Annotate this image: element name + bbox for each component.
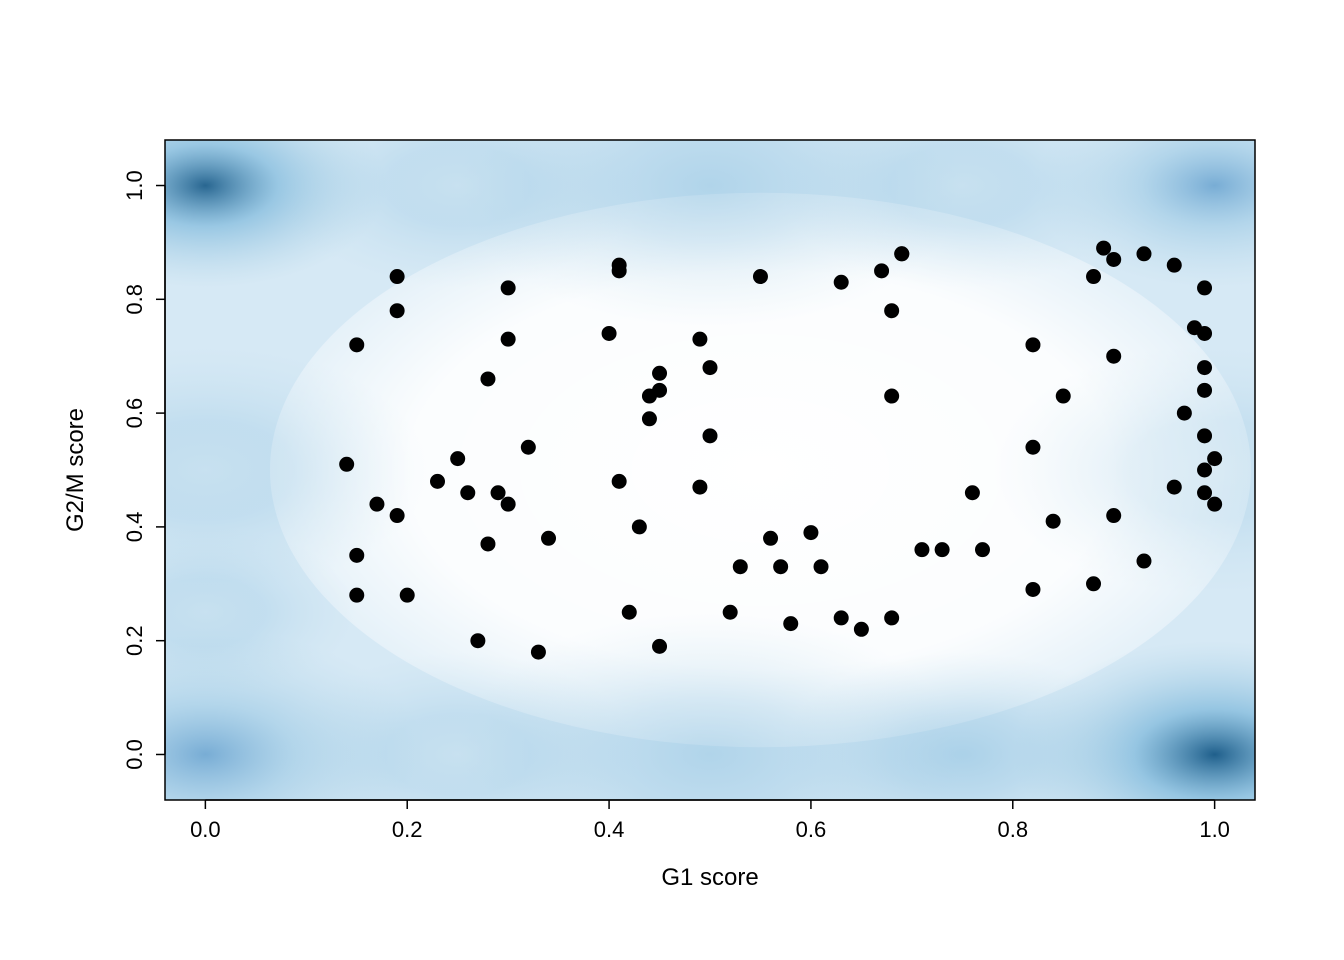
scatter-point (430, 474, 445, 489)
scatter-point (834, 610, 849, 625)
scatter-point (1086, 269, 1101, 284)
scatter-point (914, 542, 929, 557)
x-tick-label: 0.4 (594, 817, 625, 842)
scatter-point (369, 497, 384, 512)
scatter-point (703, 360, 718, 375)
x-tick-label: 0.6 (796, 817, 827, 842)
scatter-point (1207, 451, 1222, 466)
scatter-point (1197, 280, 1212, 295)
scatter-point (470, 633, 485, 648)
scatter-point (1025, 582, 1040, 597)
y-tick-label: 0.8 (122, 284, 147, 315)
scatter-point (1025, 440, 1040, 455)
scatter-point (1177, 406, 1192, 421)
scatter-point (1197, 383, 1212, 398)
scatter-point (814, 559, 829, 574)
scatter-point (1096, 241, 1111, 256)
scatter-point (501, 280, 516, 295)
scatter-point (733, 559, 748, 574)
scatter-point (349, 337, 364, 352)
scatter-point (390, 269, 405, 284)
scatter-point (1106, 508, 1121, 523)
scatter-point (884, 610, 899, 625)
y-tick-label: 0.0 (122, 739, 147, 770)
scatter-point (390, 508, 405, 523)
y-tick-label: 0.6 (122, 398, 147, 429)
scatter-point (854, 622, 869, 637)
scatter-point (935, 542, 950, 557)
scatter-point (1197, 463, 1212, 478)
scatter-point (1056, 389, 1071, 404)
scatter-point (642, 411, 657, 426)
scatter-point (400, 588, 415, 603)
y-tick-label: 1.0 (122, 170, 147, 201)
scatter-point (1136, 554, 1151, 569)
scatter-point (1197, 326, 1212, 341)
scatter-point (773, 559, 788, 574)
scatter-point (1046, 514, 1061, 529)
scatter-point (1167, 258, 1182, 273)
scatter-point (652, 366, 667, 381)
scatter-point (349, 548, 364, 563)
scatter-point (480, 536, 495, 551)
scatter-point (753, 269, 768, 284)
scatter-point (349, 588, 364, 603)
scatter-point (521, 440, 536, 455)
scatter-point (602, 326, 617, 341)
scatter-point (965, 485, 980, 500)
scatter-point (480, 371, 495, 386)
scatter-point (531, 645, 546, 660)
scatter-point (723, 605, 738, 620)
x-axis-label: G1 score (661, 864, 758, 891)
x-tick-label: 1.0 (1199, 817, 1230, 842)
scatter-point (450, 451, 465, 466)
scatter-point (894, 246, 909, 261)
y-tick-label: 0.4 (122, 512, 147, 543)
scatter-point (692, 480, 707, 495)
scatter-point (1197, 360, 1212, 375)
scatter-point (652, 639, 667, 654)
scatter-point (612, 474, 627, 489)
scatter-point (501, 332, 516, 347)
scatter-point (884, 303, 899, 318)
scatter-point (1207, 497, 1222, 512)
scatter-point (1197, 485, 1212, 500)
scatter-point (460, 485, 475, 500)
scatter-point (541, 531, 556, 546)
scatter-point (692, 332, 707, 347)
scatter-point (491, 485, 506, 500)
scatter-point (390, 303, 405, 318)
scatter-point (612, 258, 627, 273)
y-axis-label: G2/M score (62, 408, 89, 532)
scatter-point (975, 542, 990, 557)
scatter-point (1106, 349, 1121, 364)
scatter-point (622, 605, 637, 620)
x-tick-label: 0.0 (190, 817, 221, 842)
scatter-point (652, 383, 667, 398)
scatter-point (1025, 337, 1040, 352)
x-tick-label: 0.2 (392, 817, 423, 842)
scatter-point (884, 389, 899, 404)
scatter-point (1167, 480, 1182, 495)
scatter-point (1086, 576, 1101, 591)
scatter-point (783, 616, 798, 631)
scatter-point (632, 519, 647, 534)
scatter-density-plot: 0.0 0.2 0.4 0.6 0.8 1.0 0.0 0.2 0.4 0.6 0.8 1.0 G1 … (0, 0, 1344, 960)
y-tick-label: 0.2 (122, 625, 147, 656)
scatter-point (834, 275, 849, 290)
scatter-point (501, 497, 516, 512)
scatter-point (1106, 252, 1121, 267)
scatter-point (339, 457, 354, 472)
scatter-point (1136, 246, 1151, 261)
scatter-point (763, 531, 778, 546)
chart-container: 0.0 0.2 0.4 0.6 0.8 1.0 0.0 0.2 0.4 0.6 0.8 1.0 G1 … (0, 0, 1344, 960)
scatter-point (703, 428, 718, 443)
scatter-point (874, 263, 889, 278)
scatter-point (1197, 428, 1212, 443)
scatter-point (803, 525, 818, 540)
x-tick-label: 0.8 (997, 817, 1028, 842)
